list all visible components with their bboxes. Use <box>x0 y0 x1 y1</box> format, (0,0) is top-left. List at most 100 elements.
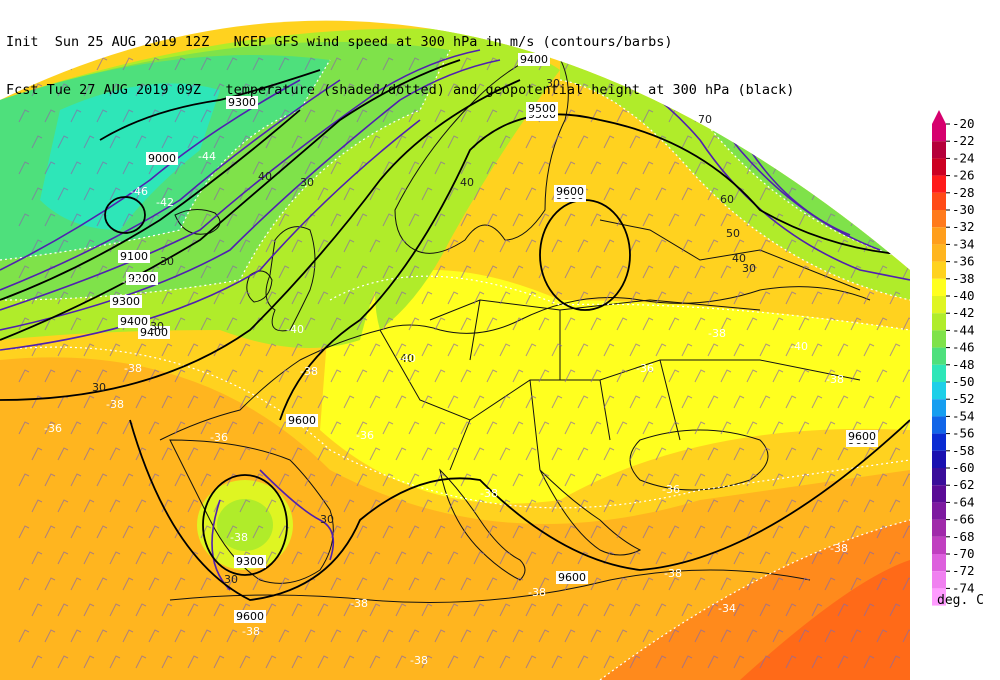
wind-barb <box>18 213 30 227</box>
wind-barb <box>460 109 472 123</box>
wind-barb <box>759 499 771 513</box>
wind-barb <box>577 395 589 409</box>
wind-barb <box>460 317 472 331</box>
legend-tick-label: -68 <box>952 529 975 544</box>
header-line-1: Init Sun 25 AUG 2019 12Z NCEP GFS wind s… <box>6 34 794 50</box>
wind-barb <box>681 551 693 565</box>
wind-barb <box>421 655 433 669</box>
wind-barb <box>642 317 654 331</box>
wind-barb <box>148 577 160 591</box>
legend-swatch <box>932 296 946 314</box>
wind-barb <box>473 83 485 97</box>
wind-barb <box>330 317 342 331</box>
legend-swatch <box>932 571 946 589</box>
wind-barb <box>252 369 264 383</box>
wind-barb <box>330 629 342 643</box>
wind-barb <box>109 447 121 461</box>
wind-barb <box>681 343 693 357</box>
height-label-bg <box>118 250 150 263</box>
wind-barb <box>616 265 628 279</box>
wind-barb <box>785 551 797 565</box>
wind-barb <box>31 135 43 149</box>
height-label: 9300 <box>228 96 256 109</box>
wind-barb <box>863 447 875 461</box>
temperature-label: -40 <box>286 323 304 336</box>
wind-barb <box>655 135 667 149</box>
wind-barb <box>746 369 758 383</box>
wind-barb <box>642 265 654 279</box>
wind-barb <box>70 109 82 123</box>
wind-barb <box>772 629 784 643</box>
wind-barb <box>252 57 264 71</box>
wind-barb <box>889 447 901 461</box>
wind-barb <box>551 83 563 97</box>
height-labels: 9300 9000 9100 9200 9300 9400 9500 9600 9600 9600… <box>110 53 878 623</box>
wind-label: 70 <box>698 113 712 126</box>
wind-barb <box>265 655 277 669</box>
wind-barb <box>31 395 43 409</box>
wind-barb <box>44 369 56 383</box>
legend-tick-label: -36 <box>952 254 975 269</box>
wind-barb <box>174 213 186 227</box>
wind-label: 30 <box>92 381 106 394</box>
wind-barb <box>577 83 589 97</box>
wind-barb <box>564 317 576 331</box>
wind-barb <box>759 447 771 461</box>
wind-barb <box>213 239 225 253</box>
wind-barb <box>278 317 290 331</box>
wind-barb <box>109 655 121 669</box>
wind-barb <box>187 499 199 513</box>
wind-barb <box>590 369 602 383</box>
wind-barb <box>343 83 355 97</box>
wind-label: 30 <box>300 176 314 189</box>
wind-barb <box>187 395 199 409</box>
wind-barb <box>70 577 82 591</box>
wind-barb <box>902 213 910 227</box>
legend-tick-label: -26 <box>952 168 975 183</box>
header-subtitle: temperature (shaded/dotted) and geopoten… <box>225 82 795 98</box>
wind-barb <box>395 239 407 253</box>
wind-barb <box>343 499 355 513</box>
wind-barb <box>889 291 901 305</box>
wind-barb <box>512 369 524 383</box>
wind-barb <box>538 369 550 383</box>
wind-barb <box>916 344 926 356</box>
wind-barb <box>135 447 147 461</box>
wind-barb <box>395 187 407 201</box>
wind-barb <box>850 109 862 123</box>
wind-label: 30 <box>742 262 756 275</box>
wind-barb <box>837 395 849 409</box>
wind-barb <box>408 369 420 383</box>
wind-barb <box>616 213 628 227</box>
wind-barb <box>629 343 641 357</box>
wind-barb <box>200 213 212 227</box>
wind-barb <box>460 421 472 435</box>
wind-barb <box>473 239 485 253</box>
wind-barb <box>226 629 238 643</box>
height-label-bg <box>110 295 142 308</box>
wind-barb <box>694 369 706 383</box>
wind-barb <box>369 135 381 149</box>
legend-tick-label: -70 <box>952 546 975 561</box>
wind-barb <box>421 551 433 565</box>
wind-barb <box>343 655 355 669</box>
wind-barb <box>226 369 238 383</box>
temperature-label: -42 <box>156 196 174 209</box>
wind-barb <box>642 369 654 383</box>
wind-barb <box>434 317 446 331</box>
wind-barb <box>408 161 420 175</box>
wind-barb <box>382 317 394 331</box>
wind-barb <box>44 213 56 227</box>
wind-barb <box>70 473 82 487</box>
wind-barb <box>811 83 823 97</box>
wind-barb <box>200 109 212 123</box>
wind-barb <box>785 239 797 253</box>
temperature-label: -40 <box>790 340 808 353</box>
wind-barb <box>148 421 160 435</box>
wind-barb <box>83 395 95 409</box>
wind-barb <box>655 447 667 461</box>
wind-barb <box>18 421 30 435</box>
wind-barb <box>252 421 264 435</box>
wind-barb <box>564 265 576 279</box>
